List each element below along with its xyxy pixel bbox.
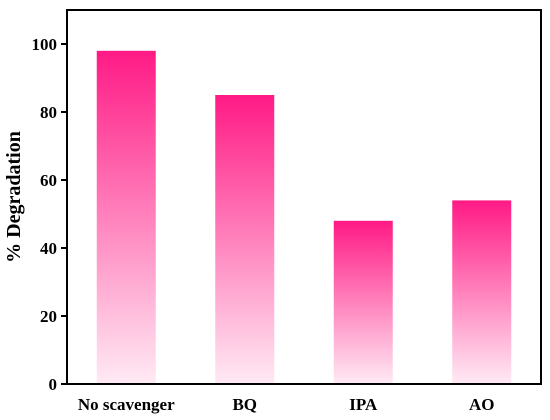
y-tick-label: 40: [40, 239, 57, 258]
bar-ipa: [333, 220, 393, 384]
x-tick-label: No scavenger: [78, 395, 175, 414]
x-axis-labels: No scavenger BQ IPA AO: [78, 395, 495, 414]
y-tick-label: 80: [40, 103, 57, 122]
y-tick-label: 0: [49, 375, 58, 394]
x-tick-label: AO: [469, 395, 495, 414]
y-tick-label: 20: [40, 307, 57, 326]
y-axis-label: % Degradation: [3, 131, 25, 263]
x-tick-label: BQ: [232, 395, 257, 414]
bar-bq: [215, 95, 275, 384]
y-tick-label: 60: [40, 171, 57, 190]
x-tick-label: IPA: [349, 395, 378, 414]
bars-layer: [96, 50, 512, 385]
y-axis-ticks: 0 20 40 60 80 100: [32, 35, 67, 394]
bar-no-scavenger: [96, 50, 156, 385]
plot-frame: [66, 9, 542, 385]
bar-ao: [452, 200, 512, 384]
y-tick-label: 100: [32, 35, 58, 54]
